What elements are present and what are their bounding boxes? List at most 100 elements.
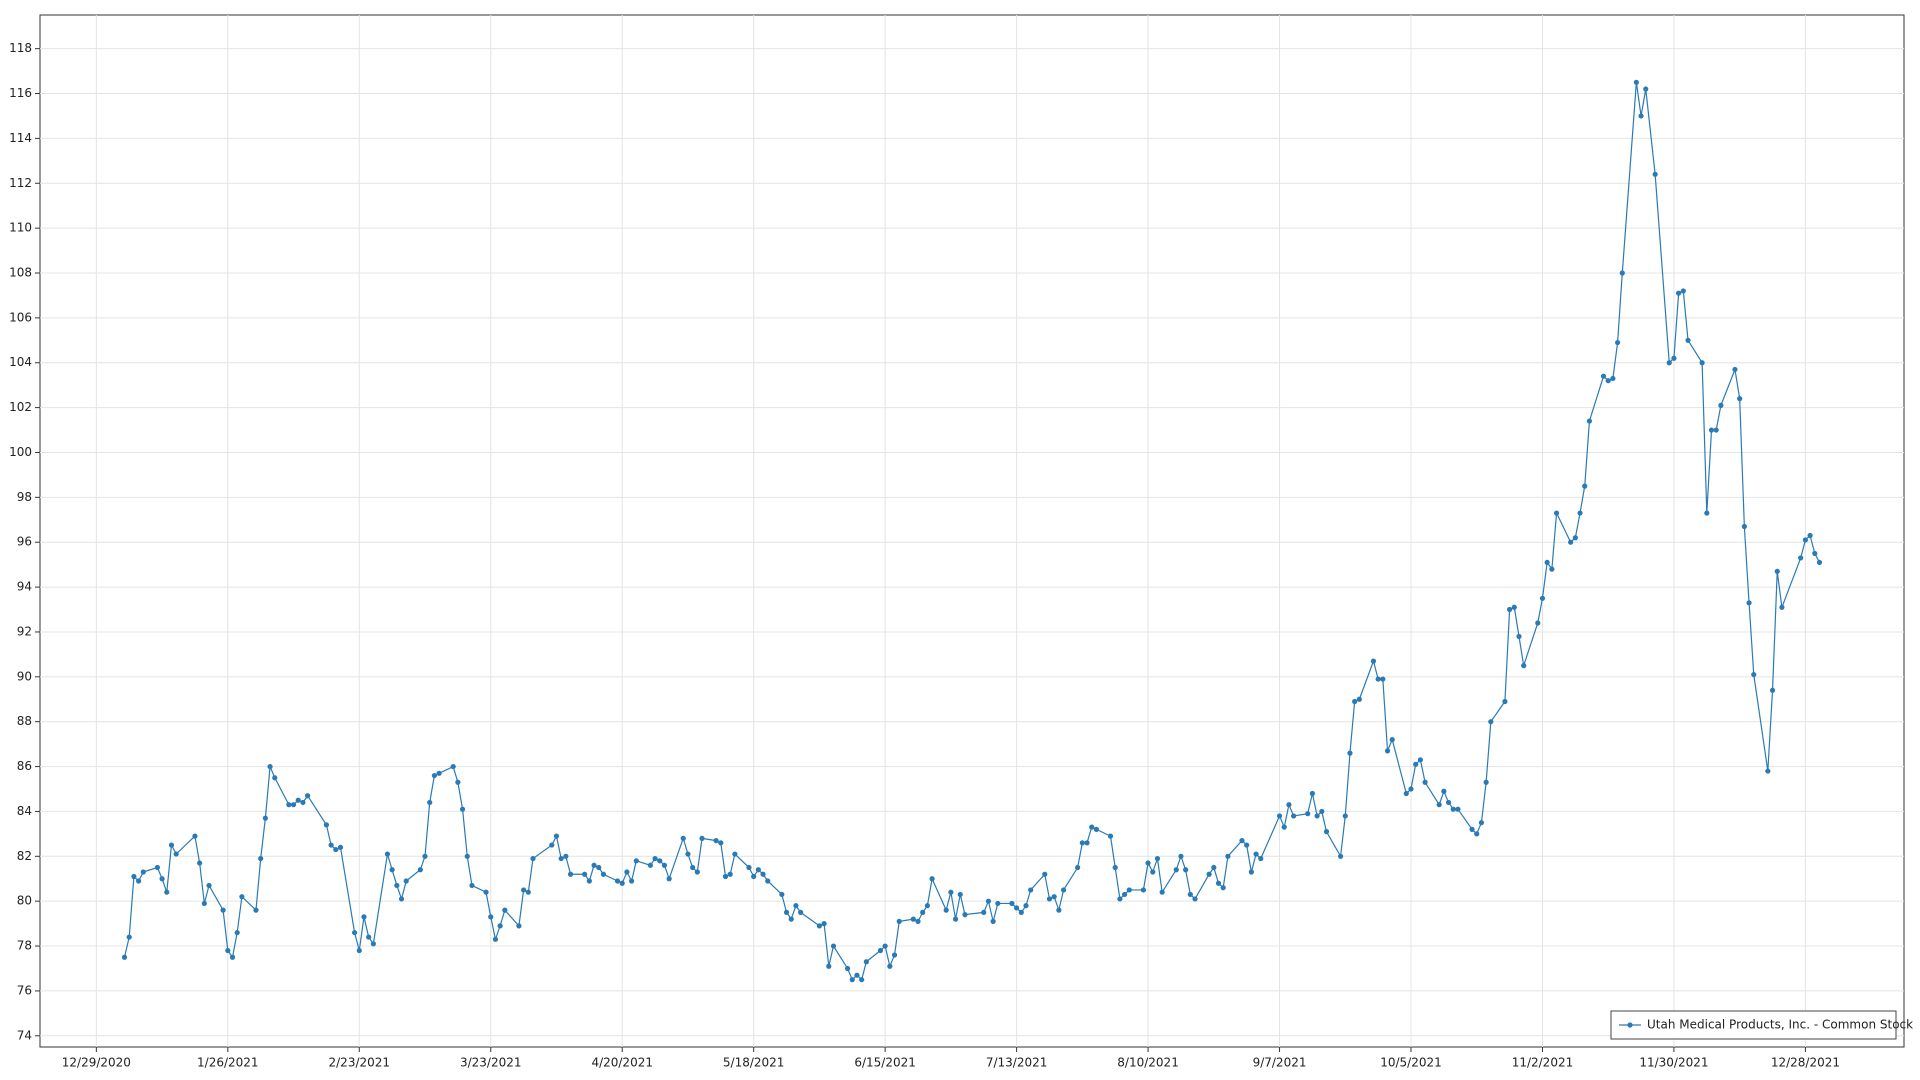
data-point — [713, 838, 719, 844]
x-tick-label: 11/2/2021 — [1512, 1056, 1574, 1070]
y-tick-label: 90 — [17, 669, 32, 683]
data-point — [1244, 842, 1250, 848]
data-point — [403, 878, 409, 884]
data-point — [962, 912, 968, 918]
data-point — [628, 878, 635, 884]
data-point — [450, 763, 456, 770]
data-point — [783, 909, 790, 915]
data-point — [614, 878, 621, 884]
data-point — [389, 867, 395, 873]
data-point — [1671, 355, 1677, 361]
data-point — [793, 903, 799, 909]
data-point — [1253, 851, 1259, 857]
data-point — [1436, 802, 1442, 808]
data-point — [290, 802, 297, 808]
x-tick-label: 10/5/2021 — [1380, 1056, 1442, 1070]
data-point — [361, 914, 367, 920]
data-point — [948, 889, 954, 895]
data-point — [1577, 510, 1583, 516]
data-point — [661, 862, 668, 868]
data-point — [755, 867, 761, 873]
data-point — [1206, 871, 1212, 877]
y-tick-label: 114 — [9, 131, 32, 145]
data-point — [497, 923, 503, 929]
data-point — [267, 763, 273, 770]
data-point — [826, 963, 832, 969]
data-point — [1220, 885, 1226, 891]
data-point — [1685, 337, 1691, 343]
data-point — [168, 842, 175, 848]
data-point — [952, 916, 959, 922]
x-tick-label: 4/20/2021 — [591, 1056, 653, 1070]
data-point — [1276, 813, 1283, 819]
data-point — [1713, 427, 1719, 433]
data-point — [652, 855, 658, 862]
data-point — [1009, 900, 1015, 907]
data-point — [1737, 396, 1743, 402]
data-point — [722, 873, 729, 880]
data-point — [779, 891, 785, 898]
data-point — [1769, 687, 1776, 693]
data-point — [1291, 813, 1297, 819]
data-point — [830, 943, 837, 949]
data-point — [1610, 375, 1616, 382]
data-point — [1488, 719, 1494, 725]
data-point — [943, 907, 949, 913]
data-point — [718, 840, 724, 846]
data-point — [1183, 867, 1189, 873]
data-point — [121, 954, 128, 960]
legend-box — [1610, 1010, 1897, 1040]
y-tick-label: 118 — [9, 41, 32, 55]
data-point — [1389, 737, 1395, 743]
data-point — [849, 977, 855, 983]
data-point — [563, 853, 569, 859]
data-point — [1370, 658, 1377, 664]
data-point — [854, 972, 860, 978]
data-point — [1281, 824, 1287, 830]
data-point — [384, 851, 391, 857]
data-point — [924, 903, 930, 909]
y-tick-label: 84 — [17, 804, 32, 818]
data-point — [323, 822, 330, 828]
data-point — [1807, 532, 1813, 539]
x-tick-label: 12/28/2021 — [1771, 1056, 1840, 1070]
y-tick-label: 78 — [17, 939, 32, 953]
x-tick-label: 11/30/2021 — [1639, 1056, 1708, 1070]
data-point — [1215, 880, 1222, 886]
data-point — [1093, 826, 1100, 832]
data-point — [1258, 855, 1264, 862]
data-point — [1535, 620, 1541, 626]
data-point — [394, 882, 400, 889]
data-point — [337, 844, 344, 850]
data-point — [1173, 867, 1179, 873]
data-point — [398, 896, 405, 902]
data-point — [1154, 855, 1161, 862]
data-point — [1075, 864, 1081, 871]
data-point — [821, 921, 827, 927]
data-point — [417, 867, 423, 873]
data-point — [488, 914, 494, 920]
data-point — [765, 878, 771, 884]
data-point — [1732, 366, 1738, 373]
data-point — [788, 916, 794, 922]
data-point — [990, 918, 996, 924]
data-point — [1474, 831, 1480, 837]
data-point — [1802, 537, 1809, 543]
data-point — [131, 873, 137, 880]
data-point — [1774, 568, 1780, 574]
data-point — [140, 869, 146, 875]
data-point — [1643, 86, 1649, 92]
y-tick-label: 94 — [17, 580, 32, 594]
data-point — [1042, 871, 1048, 877]
data-point — [798, 909, 804, 915]
data-point — [351, 929, 358, 936]
data-point — [1356, 696, 1362, 702]
data-point — [746, 864, 752, 871]
data-point — [1023, 903, 1029, 909]
data-point — [427, 799, 433, 806]
data-point — [258, 855, 264, 862]
data-point — [305, 793, 311, 799]
data-point — [220, 907, 226, 913]
data-point — [844, 965, 851, 972]
data-point — [521, 887, 527, 893]
